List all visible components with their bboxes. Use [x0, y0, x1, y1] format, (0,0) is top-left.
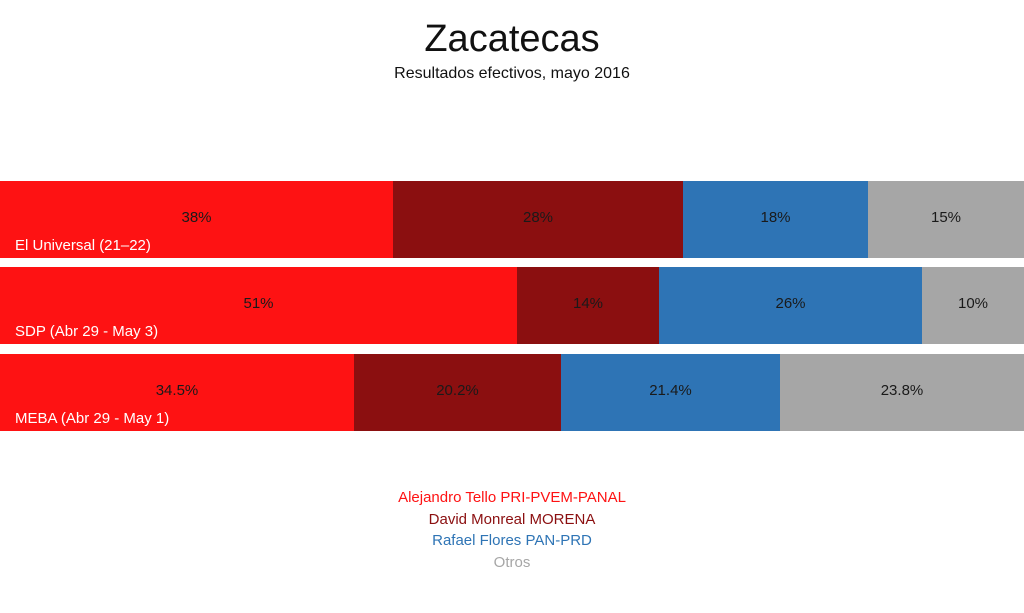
- bar-row-meba: 34.5% 20.2% 21.4% 23.8% MEBA (Abr 29 - M…: [0, 354, 1024, 431]
- row-label: SDP (Abr 29 - May 3): [15, 323, 159, 340]
- legend-item-flores: Rafael Flores PAN-PRD: [432, 532, 592, 549]
- bar-segment-flores: 26%: [659, 267, 922, 344]
- segment-value-label: 18%: [760, 209, 791, 226]
- segment-value-label: 26%: [775, 295, 806, 312]
- segment-value-label: 10%: [957, 295, 989, 312]
- segment-value-label: 34.5%: [155, 382, 199, 399]
- segment-value-label: 15%: [930, 209, 962, 226]
- bar-segment-otros: 15%: [868, 181, 1024, 258]
- bar-segment-monreal: 28%: [393, 181, 683, 258]
- chart-title: Zacatecas: [424, 18, 600, 60]
- legend-item-otros: Otros: [493, 553, 531, 571]
- bar-segment-monreal: 20.2%: [354, 354, 561, 431]
- segment-value-label: 38%: [181, 209, 212, 226]
- chart-subtitle: Resultados efectivos, mayo 2016: [394, 65, 630, 82]
- row-label: El Universal (21–22): [15, 237, 151, 254]
- segment-value-label: 28%: [522, 209, 554, 226]
- bar-segment-flores: 18%: [683, 181, 868, 258]
- segment-value-label: 20.2%: [436, 382, 479, 399]
- bar-segment-tello: 34.5%: [0, 354, 354, 431]
- bar-segment-otros: 10%: [922, 267, 1024, 344]
- segment-value-label: 23.8%: [880, 382, 924, 399]
- bar-segment-otros: 23.8%: [780, 354, 1024, 431]
- segment-value-label: 51%: [243, 295, 274, 312]
- legend-item-monreal: David Monreal MORENA: [428, 510, 596, 528]
- bar-segment-flores: 21.4%: [561, 354, 780, 431]
- segment-value-label: 21.4%: [649, 382, 692, 399]
- bar-segment-monreal: 14%: [517, 267, 659, 344]
- legend-item-tello: Alejandro Tello PRI-PVEM-PANAL: [398, 489, 626, 506]
- segment-value-label: 14%: [572, 295, 604, 312]
- bar-segment-tello: 38%: [0, 181, 393, 258]
- chart-legend: Alejandro Tello PRI-PVEM-PANAL David Mon…: [0, 487, 1024, 573]
- bar-row-sdp: 51% 14% 26% 10% SDP (Abr 29 - May 3): [0, 267, 1024, 344]
- bar-segment-tello: 51%: [0, 267, 517, 344]
- bar-row-el-universal: 38% 28% 18% 15% El Universal (21–22): [0, 181, 1024, 258]
- row-label: MEBA (Abr 29 - May 1): [15, 410, 170, 427]
